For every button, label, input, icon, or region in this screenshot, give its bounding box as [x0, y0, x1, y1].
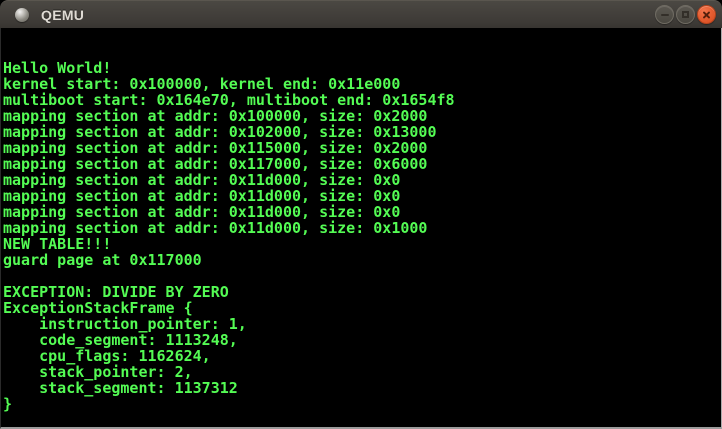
close-icon	[702, 10, 711, 19]
titlebar[interactable]: QEMU	[0, 0, 722, 28]
terminal-line: mapping section at addr: 0x100000, size:…	[3, 107, 428, 125]
terminal-line	[3, 28, 721, 44]
terminal-line: multiboot start: 0x164e70, multiboot end…	[3, 91, 455, 109]
terminal-line: guard page at 0x117000	[3, 251, 202, 269]
terminal-line: }	[3, 395, 13, 413]
terminal-line: Hello World!	[3, 59, 112, 77]
qemu-app-icon	[15, 7, 29, 22]
terminal-line: cpu_flags: 1162624,	[3, 347, 211, 365]
terminal-line: mapping section at addr: 0x11d000, size:…	[3, 203, 401, 221]
terminal-line	[3, 44, 721, 60]
window-title: QEMU	[41, 6, 85, 23]
terminal-line: mapping section at addr: 0x11d000, size:…	[3, 219, 428, 237]
terminal-line: mapping section at addr: 0x115000, size:…	[3, 139, 428, 157]
terminal-output[interactable]: Hello World! kernel start: 0x100000, kern…	[0, 28, 722, 429]
terminal-line: stack_pointer: 2,	[3, 363, 193, 381]
minimize-button[interactable]	[655, 5, 674, 24]
maximize-icon	[682, 11, 689, 18]
terminal-line: ExceptionStackFrame {	[3, 299, 193, 317]
terminal-line	[3, 412, 721, 427]
minimize-icon	[660, 13, 669, 16]
close-button[interactable]	[697, 5, 716, 24]
terminal-line: EXCEPTION: DIVIDE BY ZERO	[3, 283, 229, 301]
terminal-line: mapping section at addr: 0x102000, size:…	[3, 123, 437, 141]
terminal-line: code_segment: 1113248,	[3, 331, 238, 349]
terminal-line: stack_segment: 1137312	[3, 379, 238, 397]
terminal-line	[3, 268, 721, 284]
maximize-button[interactable]	[676, 5, 695, 24]
terminal-line: kernel start: 0x100000, kernel end: 0x11…	[3, 75, 401, 93]
terminal-line: NEW TABLE!!!	[3, 235, 112, 253]
terminal-line: mapping section at addr: 0x11d000, size:…	[3, 171, 401, 189]
terminal-line: mapping section at addr: 0x11d000, size:…	[3, 187, 401, 205]
terminal-line: instruction_pointer: 1,	[3, 315, 247, 333]
terminal-line: mapping section at addr: 0x117000, size:…	[3, 155, 428, 173]
window-controls	[655, 5, 716, 24]
